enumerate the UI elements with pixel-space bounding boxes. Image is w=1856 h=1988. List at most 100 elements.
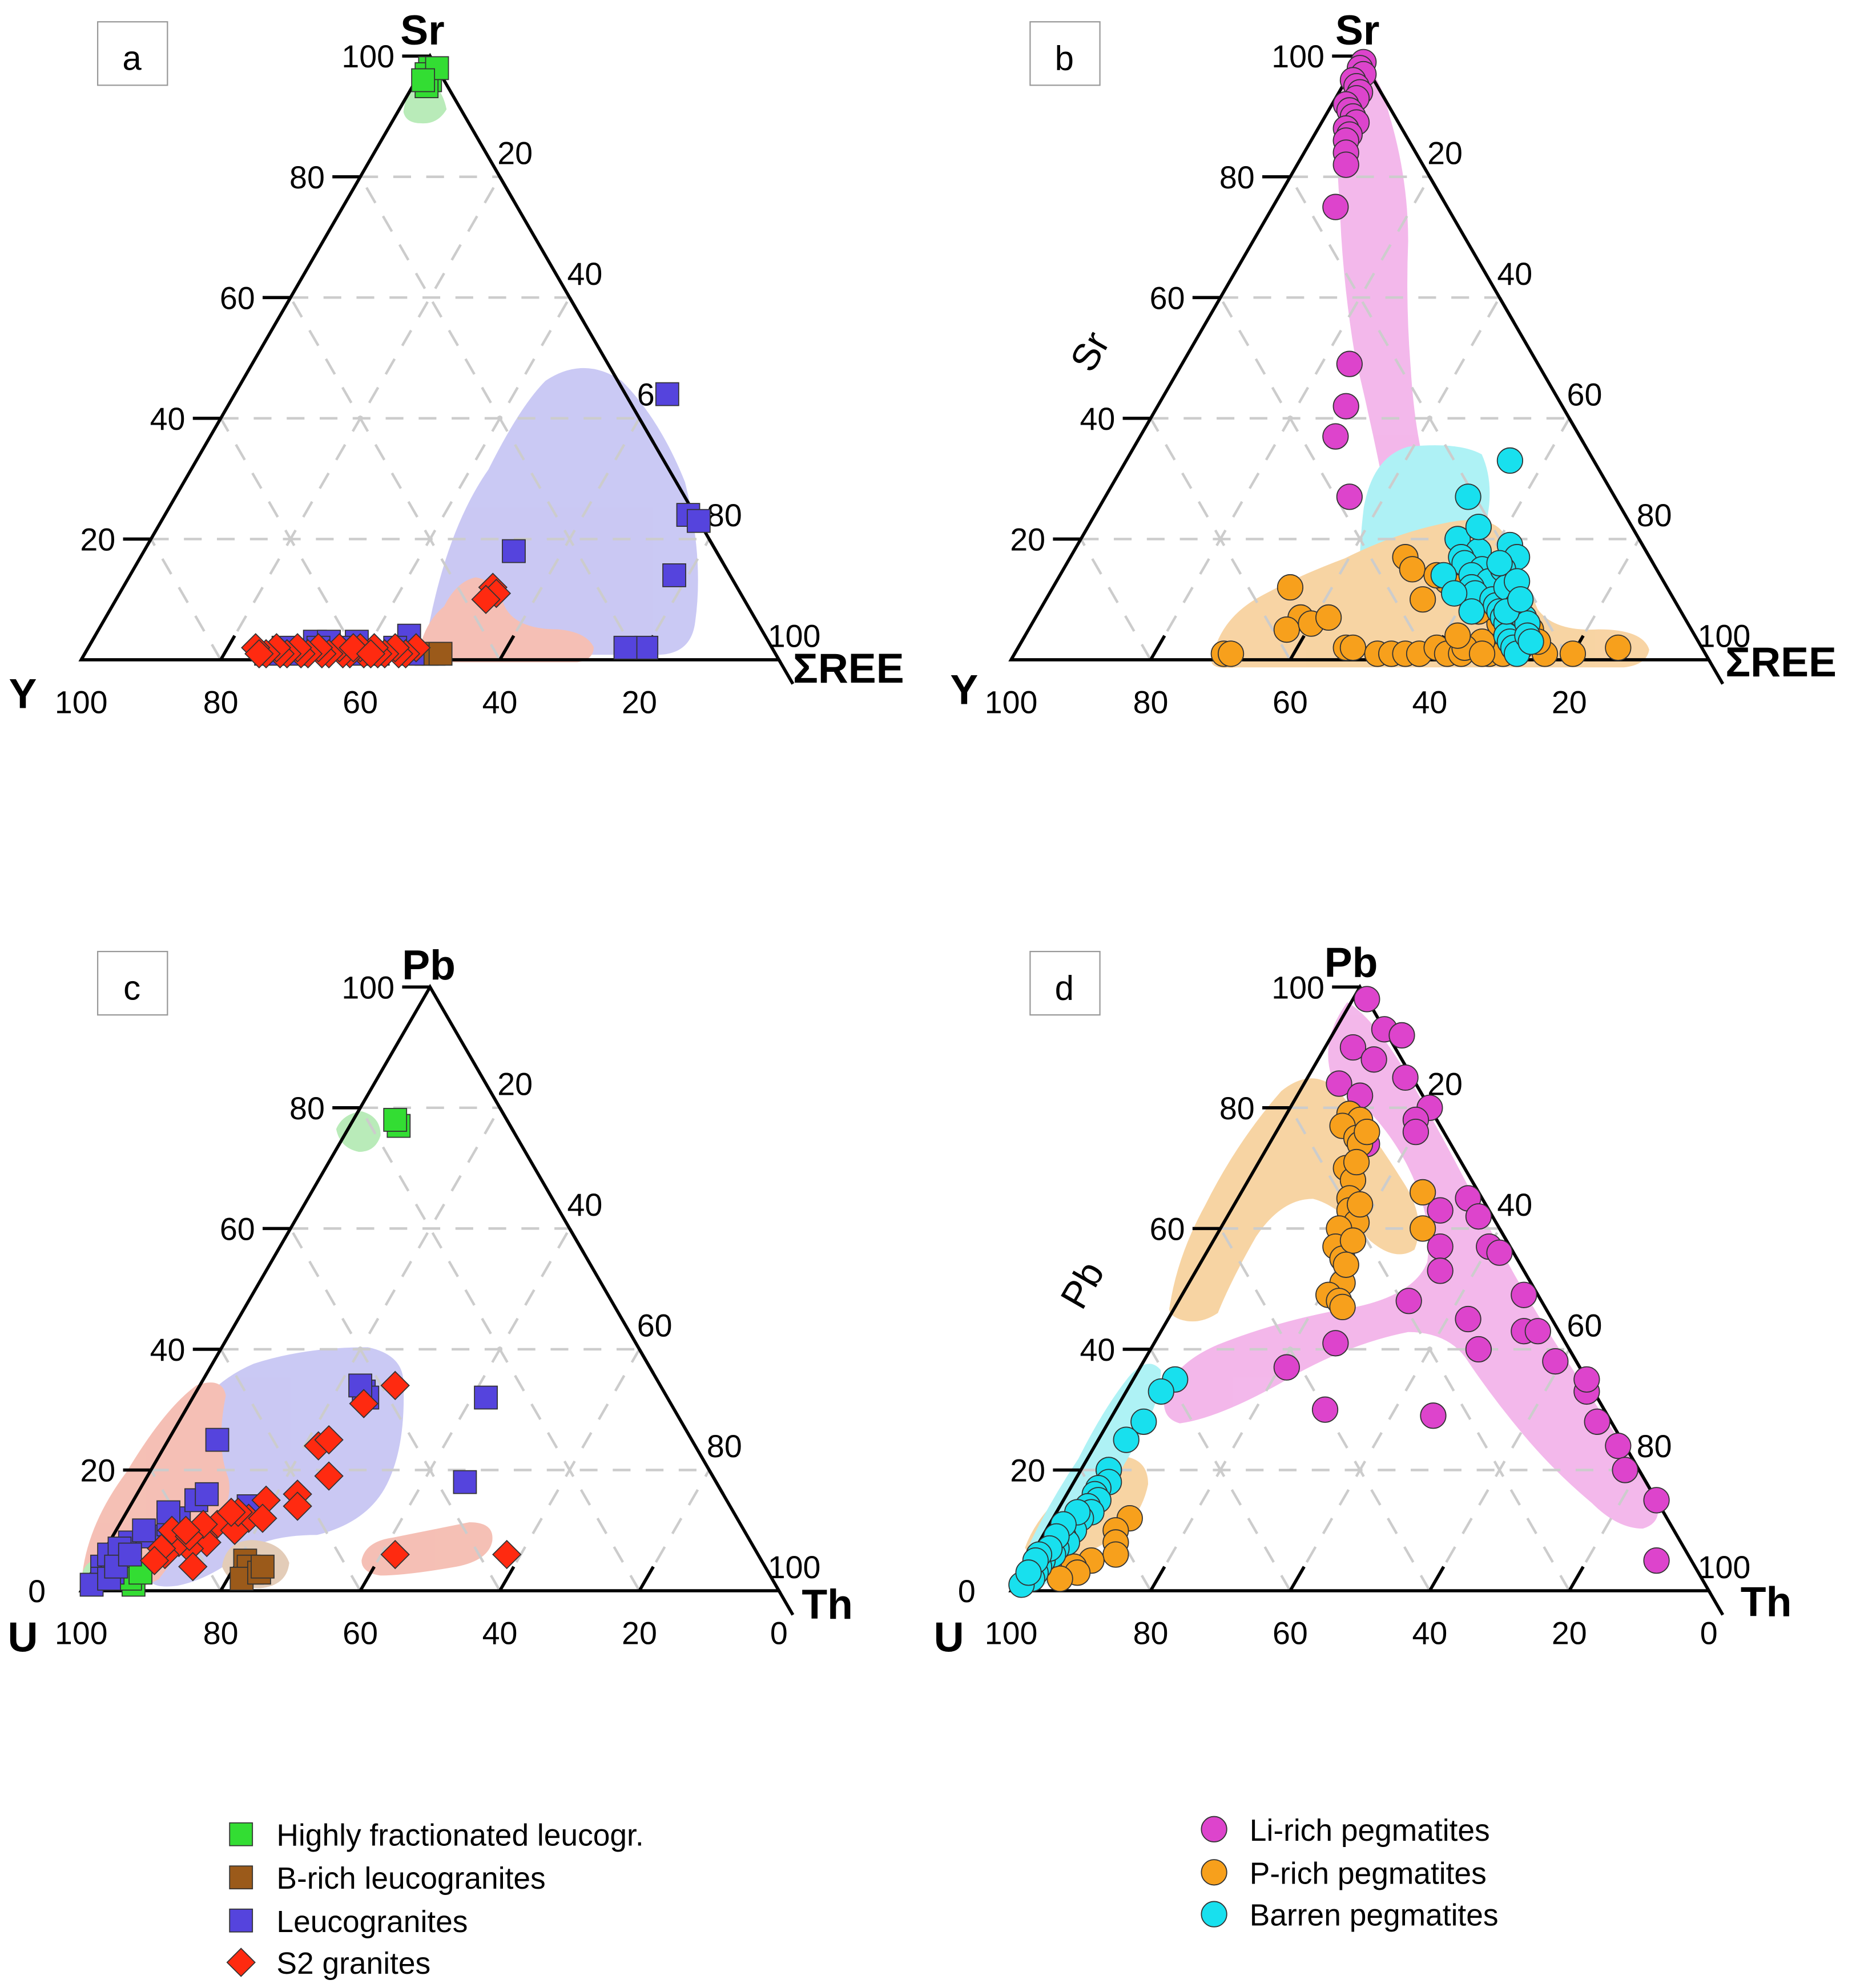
panel-b-point-barren-37 [1507,586,1534,613]
panel-c: c 20 20 20 40 40 40 60 60 60 80 80 80 100 100 100 0 0 Pb… [8,942,853,1661]
panel-b-tick-label-left-100: 100 [985,684,1038,720]
panel-a-tick-label-left-20: 20 [622,684,657,720]
panel-c-tick-left-60 [359,1566,376,1592]
panel-c-tick-label-left-80: 80 [203,1615,239,1651]
panel-b-point-p-rich-4 [1273,616,1300,643]
panel-d-tick-label-top-60: 60 [1150,1211,1185,1247]
panel-b-tick-labels: 20 20 20 40 40 40 60 60 60 80 80 80 100 100 100 [985,39,1751,720]
panel-c-tick-labels: 20 20 20 40 40 40 60 60 60 80 80 80 100 100 100 0 0 [28,970,820,1651]
panel-a-field-red [418,577,594,663]
panel-d-tick-left-40 [1428,1566,1446,1592]
panel-b-point-p-rich-8 [1339,634,1367,661]
panel-b-point-barren-32 [1517,628,1544,655]
panel-a-point-leucogranites-3 [662,563,686,587]
panel-a-point-leucogranites-2 [686,509,711,533]
panel-b-tick-label-right-100: 100 [1698,619,1751,654]
panel-b-markers [1210,49,1632,667]
panel-b-tick-label-top-40: 40 [1080,401,1115,437]
panel-a-point-highly-fractionated-5 [411,68,435,92]
panel-c-grid [150,1106,711,1592]
panel-b-point-li-rich-15 [1332,151,1359,178]
panel-b-tick-label-top-20: 20 [1010,522,1045,557]
legend-item-leucogranites: Leucogranites [229,1905,468,1939]
panel-d-point-p-rich-23 [1102,1541,1129,1568]
panel-c-frame [78,983,782,1592]
panel-a-tick-label-left-80: 80 [203,684,239,720]
panel-d-point-li-rich-14 [1486,1239,1513,1266]
legend-marker-li-rich [1201,1816,1227,1842]
panel-c-markers [79,1108,522,1597]
panel-b-tick-label-left-40: 40 [1412,684,1447,720]
panel-b-point-p-rich-1 [1217,640,1245,667]
panel-b-point-barren-35 [1486,550,1513,576]
panel-b-point-p-rich-21 [1559,640,1587,667]
panel-b-point-p-rich-6 [1315,604,1342,631]
panel-d-point-li-rich-23 [1605,1433,1632,1459]
panel-c-label-box [96,950,168,1016]
panel-c-tick-right-80 [707,1469,725,1495]
panel-b-frame [1008,53,1712,662]
panel-d-point-li-rich-16 [1465,1336,1492,1363]
panel-d-point-p-rich-29 [1347,1191,1374,1218]
panel-a-tick-right-60 [638,417,655,443]
panel-d-apex-right: Th [1741,1578,1792,1625]
panel-b-point-li-rich-20 [1336,483,1363,510]
panel-b-point-li-rich-16 [1322,193,1349,220]
panel-b-point-p-rich-35 [1468,640,1496,667]
panel-c-tick-right-100 [777,1590,795,1616]
panel-b-point-p-rich-2 [1277,574,1304,601]
panel-d-point-p-rich-30 [1339,1227,1367,1254]
panel-a-tick-label-right-40: 40 [567,256,603,292]
panel-b-tick-right-60 [1568,417,1585,443]
panel-c-tick-label-top-60: 60 [220,1211,255,1247]
legend-item-s2: S2 granites [226,1947,430,1981]
panel-d-label: d [1055,969,1074,1007]
panel-d-point-li-rich-20 [1420,1402,1447,1429]
legend-label-leucogranites: Leucogranites [276,1905,468,1939]
panel-c-tick-left-40 [498,1566,516,1592]
panel-a-tick-right-100 [777,659,795,685]
panel-a-point-leucogranites-5 [613,635,638,660]
panel-a-tick-label-top-60: 60 [220,280,255,316]
panel-b-point-li-rich-17 [1336,350,1363,377]
legend-label-highly-fractionated: Highly fractionated leucogr. [276,1819,643,1853]
panel-c-point-s2-26 [248,1503,277,1533]
panel-a-point-b-rich-2 [428,642,453,666]
panel-c-point-leucogranites-14 [132,1518,156,1543]
panel-a-grid-right-40 [359,297,571,661]
panel-c-grid-left-60 [219,1348,362,1592]
panel-b-point-p-rich-24 [1399,556,1426,583]
panel-d-point-li-rich-28 [1273,1354,1300,1381]
panel-b-tick-left-80 [1149,635,1166,661]
legend-item-p-rich: P-rich pegmatites [1201,1857,1487,1890]
panel-c-point-s2-20 [139,1546,170,1575]
panel-d-tick-label-right-80: 80 [1637,1429,1672,1464]
panel-d-axis-title-left: Pb [1053,1255,1113,1316]
panel-d-point-li-rich-10 [1402,1119,1430,1146]
panel-a-grid-right-80 [638,538,711,661]
panel-c-point-s2-24 [216,1497,246,1527]
panel-d-tick-label-left-60: 60 [1273,1615,1308,1651]
panel-d-point-li-rich-18 [1524,1318,1551,1345]
panel-d-point-li-rich-6 [1392,1064,1419,1091]
panel-a-tick-label-top-80: 80 [289,160,325,195]
panel-d-point-li-rich-0 [1354,986,1380,1013]
legend-left: Highly fractionated leucogr. B-rich leuc… [226,1819,644,1981]
panel-b-point-barren-29 [1458,598,1485,625]
panel-c-tick-label-right-60: 60 [637,1308,673,1344]
panel-c-grid-left-40 [289,1228,501,1592]
panel-a-label-box [96,21,168,86]
panel-c-tick-label-top-100: 100 [341,970,394,1005]
panel-d-tick-label-right-60: 60 [1567,1308,1603,1344]
panel-c-point-s2-23 [492,1539,522,1570]
panel-d-tick-label-left-0: 0 [1700,1615,1718,1651]
panel-c-tick-right-20 [498,1107,516,1133]
panel-d-tick-left-60 [1289,1566,1306,1592]
panel-b-grid-left-80 [1080,538,1152,661]
panel-b-point-barren-0 [1496,447,1524,474]
panel-a-tick-label-right-100: 100 [768,619,821,654]
panel-a-tick-label-top-100: 100 [341,39,394,74]
